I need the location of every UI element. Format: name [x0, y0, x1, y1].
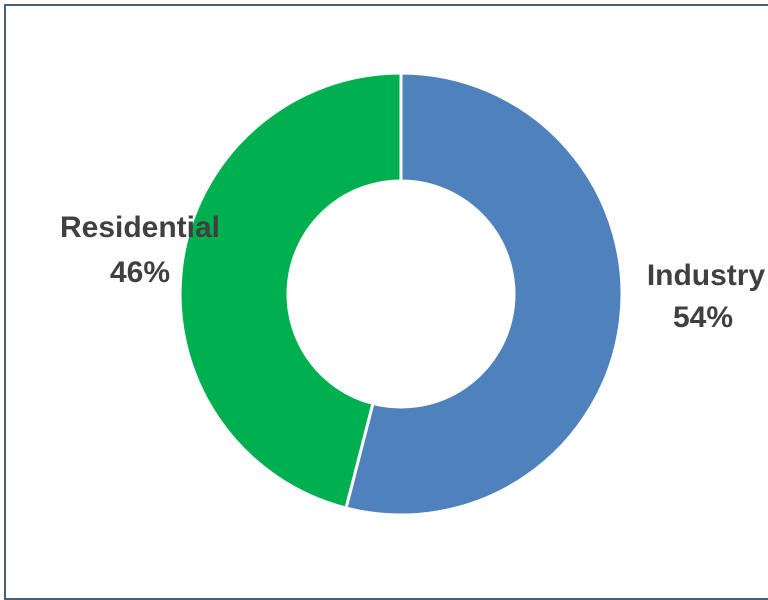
- slice-label-residential-name: Residential: [60, 211, 220, 244]
- donut-slices: [180, 73, 622, 515]
- slice-label-industry-percent: 54%: [673, 301, 733, 334]
- slice-label-industry-name: Industry: [647, 259, 766, 292]
- donut-chart: Industry 54% Residential 46%: [0, 0, 768, 576]
- slice-label-residential-percent: 46%: [110, 256, 170, 289]
